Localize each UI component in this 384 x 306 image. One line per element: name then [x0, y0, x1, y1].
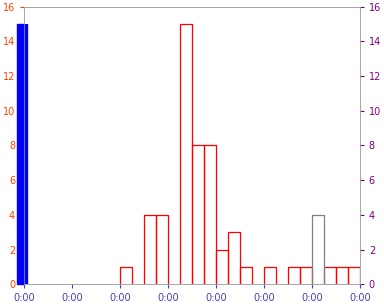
- Bar: [17, 24, 24, 284]
